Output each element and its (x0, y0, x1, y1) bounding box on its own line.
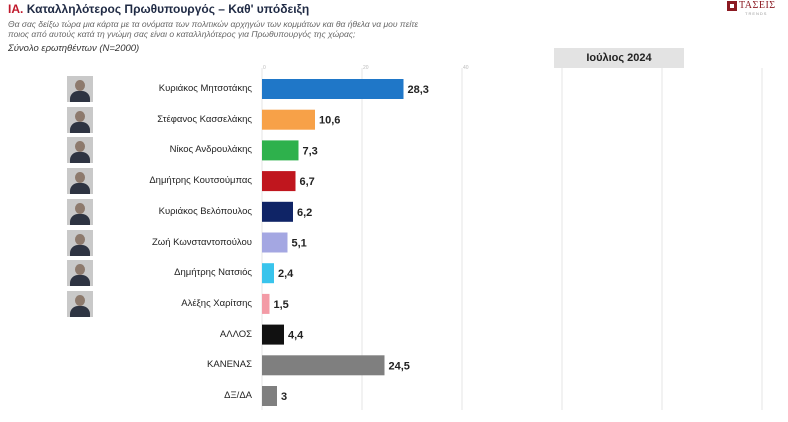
category-label: Νίκος Ανδρουλάκης (169, 144, 252, 156)
bar (262, 386, 277, 406)
portrait-icon (67, 106, 93, 133)
category-label: ΔΞ/ΔΑ (224, 390, 252, 401)
bar (262, 263, 274, 284)
portrait-body (70, 244, 90, 256)
portrait-body (70, 213, 90, 225)
category-label: ΚΑΝΕΝΑΣ (207, 359, 252, 371)
period-header: Ιούλιος 2024 (554, 48, 684, 68)
title-text: Καταλληλότερος Πρωθυπουργός – Καθ' υπόδε… (26, 2, 310, 16)
category-label: Δημήτρης Κουτσούμπας (149, 175, 252, 187)
value-label: 10,6 (319, 115, 340, 127)
category-label: Αλέξης Χαρίτσης (181, 297, 252, 309)
x-tick-label: 40 (463, 65, 469, 71)
bar (262, 355, 385, 376)
value-label: 1,5 (274, 299, 289, 311)
category-label: Στέφανος Κασσελάκης (157, 113, 252, 125)
portrait-icon (67, 260, 93, 287)
sample-base: Σύνολο ερωτηθέντων (N=2000) (8, 43, 140, 54)
logo-mark-icon (727, 1, 737, 11)
portrait-head (75, 141, 85, 153)
value-label: 24,5 (389, 360, 410, 372)
portrait-head (75, 202, 85, 214)
category-label: Κυριάκος Μητσοτάκης (158, 83, 252, 94)
x-tick-label: 0 (263, 65, 266, 71)
portrait-body (70, 183, 90, 195)
portrait-body (70, 152, 90, 164)
bar (262, 232, 288, 253)
question-line-2: ποιος από αυτούς κατά τη γνώμη σας είναι… (8, 29, 356, 39)
portrait-body (70, 275, 90, 287)
portrait-icon (67, 229, 93, 256)
bar (262, 109, 315, 130)
value-label: 6,2 (297, 207, 312, 219)
portrait-body (70, 121, 90, 133)
category-label: Κυριάκος Βελόπουλος (158, 205, 252, 217)
logo-brand: ΤΑΣΕΙΣ (739, 0, 776, 11)
bar (262, 79, 404, 99)
portrait-icon (67, 290, 93, 317)
chart-title: ΙΑ. Καταλληλότερος Πρωθυπουργός – Καθ' υ… (8, 2, 309, 16)
bar (262, 293, 270, 314)
bar (262, 201, 293, 222)
logo-sub: TRENDS (745, 11, 768, 16)
bar (262, 324, 284, 345)
value-label: 6,7 (300, 176, 315, 188)
portrait-head (75, 172, 85, 184)
category-label: ΑΛΛΟΣ (219, 328, 252, 340)
bar (262, 140, 299, 161)
value-label: 5,1 (292, 238, 307, 250)
portrait-icon (67, 198, 93, 225)
value-label: 2,4 (278, 268, 294, 280)
portrait-icon (67, 168, 93, 195)
portrait-icon (67, 76, 93, 102)
title-prefix: ΙΑ. (8, 2, 24, 16)
portrait-head (75, 264, 85, 276)
portrait-head (75, 110, 85, 122)
category-label: Ζωή Κωνσταντοπούλου (151, 236, 252, 248)
portrait-icon (67, 137, 93, 164)
portrait-body (70, 305, 90, 317)
portrait-head (75, 294, 85, 306)
value-label: 28,3 (408, 84, 429, 96)
value-label: 4,4 (288, 330, 304, 342)
category-label: Δημήτρης Νατσιός (174, 267, 252, 279)
bar (262, 171, 296, 192)
portrait-head (75, 80, 85, 91)
portrait-head (75, 233, 85, 245)
value-label: 7,3 (303, 145, 318, 157)
portrait-body (70, 91, 90, 102)
value-label: 3 (281, 391, 287, 403)
tasis-logo: ΤΑΣΕΙΣ TRENDS (727, 0, 783, 17)
x-tick-label: 20 (363, 65, 369, 71)
question-line-1: Θα σας δείξω τώρα μια κάρτα με τα ονόματ… (8, 19, 419, 29)
